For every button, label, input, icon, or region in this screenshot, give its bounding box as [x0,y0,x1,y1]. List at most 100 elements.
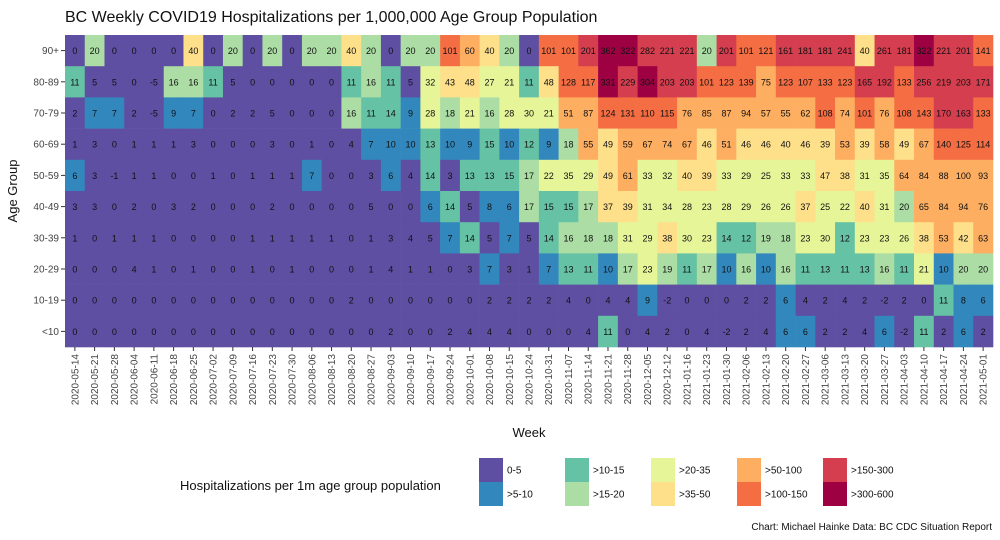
cell-label: 11 [939,296,948,306]
cell-label: 0 [921,296,926,306]
heatmap-cell [815,128,836,161]
legend-label: >150-300 [851,466,894,477]
cell-label: 2 [744,327,749,337]
cell-label: 133 [897,77,912,87]
cell-label: 2 [487,296,492,306]
cell-label: 0 [250,140,255,150]
heatmap-cell [459,159,480,192]
heatmap-cell [716,253,737,285]
cell-label: 7 [309,171,314,181]
heatmap-cell [933,315,954,348]
heatmap-cell [973,191,994,223]
x-tick-label: 2020-10-24 [525,354,536,406]
heatmap-cell [519,315,540,348]
heatmap-cell [657,159,678,192]
heatmap-cell [84,284,105,317]
cell-label: 0 [270,296,275,306]
heatmap-cell [775,222,796,254]
cell-label: 115 [660,109,674,119]
heatmap-cell [716,191,737,223]
cell-label: 3 [448,171,453,181]
heatmap-cell [617,315,638,348]
cell-label: 0 [448,296,453,306]
cell-label: 0 [112,327,117,337]
heatmap-cell [222,128,244,161]
cell-label: 0 [270,327,275,337]
cell-label: 74 [662,140,672,150]
cell-label: 12 [741,233,751,243]
heatmap-cell [262,128,283,161]
heatmap-cell [696,128,717,161]
cell-label: 1 [369,233,374,243]
heatmap-cell [499,253,520,285]
cell-label: 49 [603,171,613,181]
cell-label: 5 [230,77,235,87]
cell-label: 121 [758,46,773,56]
x-tick-label: 2020-09-24 [446,354,457,406]
cell-label: 26 [781,202,791,212]
cell-label: 29 [642,233,652,243]
chart-title: BC Weekly COVID19 Hospitalizations per 1… [65,9,597,26]
heatmap-cell [143,66,165,98]
heatmap-cell [222,97,244,129]
cell-label: 0 [211,233,216,243]
heatmap-cell [854,222,875,254]
legend-swatch [651,458,675,482]
cell-label: 17 [623,265,633,275]
cell-label: 4 [349,140,354,150]
heatmap-cell [440,191,461,223]
cell-label: 21 [919,265,929,275]
cell-label: 2 [250,109,255,119]
y-tick-label: 80-89 [33,77,59,88]
cell-label: 2 [823,327,828,337]
cell-label: 28 [504,109,514,119]
x-tick-label: 2020-05-21 [90,354,101,406]
heatmap-cell [163,284,184,317]
heatmap-cell [637,191,658,223]
cell-label: 47 [820,171,830,181]
cell-label: 13 [425,140,435,150]
cell-label: 0 [309,296,314,306]
cell-label: 5 [92,77,97,87]
legend-swatch [737,482,761,506]
heatmap-cell [914,191,935,223]
heatmap-cell [203,253,224,285]
cell-label: 87 [583,109,593,119]
heatmap-cell [854,284,875,317]
heatmap-cell [677,253,698,285]
x-tick-label: 2020-07-23 [268,354,279,406]
heatmap-cell [124,191,145,223]
cell-label: 5 [408,77,413,87]
cell-label: 2 [981,327,986,337]
cell-label: 3 [171,202,176,212]
heatmap-cell [203,191,224,223]
heatmap-cell [973,315,994,348]
heatmap-cell [775,159,796,192]
heatmap-cell [795,253,816,285]
heatmap-cell [578,315,599,348]
heatmap-cell [222,159,244,192]
heatmap-cell [143,97,165,129]
heatmap-cell [795,191,816,223]
cell-label: 0 [250,46,255,56]
heatmap-cell [835,159,856,192]
cell-label: 0 [250,77,255,87]
cell-label: 0 [290,327,295,337]
heatmap-cell [519,35,540,67]
cell-label: 0 [309,265,314,275]
heatmap-cell [775,191,796,223]
heatmap-cell [380,315,401,348]
cell-label: 203 [956,77,971,87]
cell-label: 331 [600,77,615,87]
cell-label: 0 [171,265,176,275]
cell-label: 181 [897,46,912,56]
heatmap-cell [203,128,224,161]
heatmap-cell [854,128,875,161]
heatmap-cell [835,253,856,285]
cell-label: 14 [425,171,435,181]
x-tick-label: 2021-04-24 [959,354,970,406]
heatmap-cell [736,128,757,161]
cell-label: 11 [919,327,928,337]
heatmap-cell [282,97,303,129]
cell-label: 0 [92,327,97,337]
